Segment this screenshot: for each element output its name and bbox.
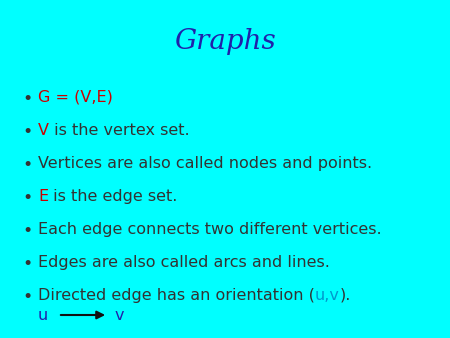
Text: •: • xyxy=(22,90,32,108)
Text: Vertices are also called nodes and points.: Vertices are also called nodes and point… xyxy=(38,156,372,171)
Text: Directed edge has an orientation (: Directed edge has an orientation ( xyxy=(38,288,315,303)
Text: Graphs: Graphs xyxy=(174,28,276,55)
Text: u: u xyxy=(38,308,48,323)
Text: •: • xyxy=(22,123,32,141)
Text: •: • xyxy=(22,222,32,240)
Text: v: v xyxy=(115,308,125,323)
Text: •: • xyxy=(22,189,32,207)
Text: E: E xyxy=(38,189,48,204)
Text: Edges are also called arcs and lines.: Edges are also called arcs and lines. xyxy=(38,255,330,270)
Text: ).: ). xyxy=(340,288,351,303)
Text: •: • xyxy=(22,255,32,273)
Text: V: V xyxy=(38,123,49,138)
Text: Each edge connects two different vertices.: Each edge connects two different vertice… xyxy=(38,222,382,237)
Text: is the edge set.: is the edge set. xyxy=(48,189,177,204)
Text: •: • xyxy=(22,288,32,306)
Text: is the vertex set.: is the vertex set. xyxy=(49,123,189,138)
Text: •: • xyxy=(22,156,32,174)
Text: G = (V,E): G = (V,E) xyxy=(38,90,113,105)
Text: u,v: u,v xyxy=(315,288,340,303)
